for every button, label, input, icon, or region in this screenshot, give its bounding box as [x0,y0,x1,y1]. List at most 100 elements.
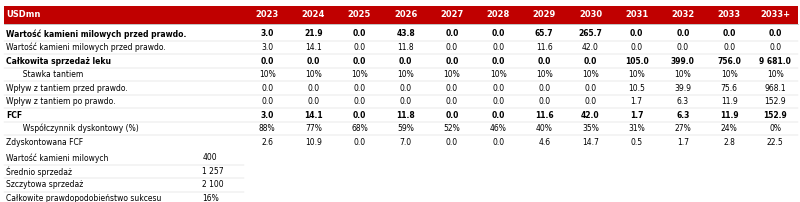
Text: 6.3: 6.3 [676,111,690,120]
Text: 3.0: 3.0 [261,111,274,120]
Text: 39.9: 39.9 [674,84,691,93]
Text: 0.0: 0.0 [353,111,366,120]
Text: 7.0: 7.0 [400,138,412,147]
Text: 10%: 10% [398,70,414,79]
Text: 10%: 10% [721,70,738,79]
Text: 10%: 10% [443,70,460,79]
Text: 0.0: 0.0 [723,43,735,52]
Text: 14.7: 14.7 [582,138,599,147]
Text: Wpływ z tantiem po prawdo.: Wpływ z tantiem po prawdo. [6,97,116,106]
Text: 4.6: 4.6 [538,138,550,147]
Text: 43.8: 43.8 [396,29,415,39]
Text: 0.0: 0.0 [677,43,689,52]
Text: 0.0: 0.0 [630,43,642,52]
Text: 2030: 2030 [579,11,602,19]
Text: 0.0: 0.0 [446,138,458,147]
Text: Stawka tantiem: Stawka tantiem [18,70,84,79]
Text: 31%: 31% [628,124,645,133]
Text: 77%: 77% [305,124,322,133]
Text: 105.0: 105.0 [625,57,649,66]
Text: Współczynnik dyskontowy (%): Współczynnik dyskontowy (%) [18,124,139,134]
Text: 0.0: 0.0 [538,84,550,93]
Text: 59%: 59% [398,124,414,133]
Text: 24%: 24% [721,124,738,133]
Text: 3.0: 3.0 [261,43,273,52]
Text: 0.0: 0.0 [307,97,319,106]
Text: 0.0: 0.0 [491,57,505,66]
Text: 10.9: 10.9 [305,138,322,147]
Text: 16%: 16% [202,194,219,202]
Text: 0.0: 0.0 [492,43,504,52]
Text: 52%: 52% [443,124,460,133]
Text: 0.0: 0.0 [584,57,597,66]
Text: Wpływ z tantiem przed prawdo.: Wpływ z tantiem przed prawdo. [6,84,128,93]
Text: 2025: 2025 [348,11,371,19]
Text: 40%: 40% [536,124,553,133]
Text: 10%: 10% [674,70,691,79]
Text: 968.1: 968.1 [765,84,786,93]
Text: 21.9: 21.9 [304,29,322,39]
Text: 400: 400 [202,153,217,162]
Text: 2026: 2026 [394,11,418,19]
Text: 10.5: 10.5 [628,84,645,93]
Text: 10%: 10% [305,70,322,79]
Text: 11.8: 11.8 [396,111,415,120]
Text: 0.0: 0.0 [353,57,366,66]
Text: 0.0: 0.0 [492,138,504,147]
Text: 65.7: 65.7 [535,29,554,39]
Text: 68%: 68% [351,124,368,133]
Text: Wartość kamieni milowych: Wartość kamieni milowych [6,153,109,163]
Text: Zdyskontowana FCF: Zdyskontowana FCF [6,138,83,147]
Text: Całkowite prawdopodobieństwo sukcesu: Całkowite prawdopodobieństwo sukcesu [6,194,162,202]
Text: 11.6: 11.6 [536,43,553,52]
Text: 0.0: 0.0 [491,29,505,39]
Text: 0%: 0% [770,124,782,133]
Text: 152.9: 152.9 [763,111,787,120]
Text: 0.0: 0.0 [538,97,550,106]
Bar [4,6,798,24]
Text: 27%: 27% [674,124,691,133]
Text: 2031: 2031 [625,11,648,19]
Text: 0.0: 0.0 [630,29,643,39]
Text: 0.0: 0.0 [585,97,597,106]
Text: 0.0: 0.0 [307,84,319,93]
Text: FCF: FCF [6,111,22,120]
Text: Średnio sprzedaż: Średnio sprzedaż [6,166,73,177]
Text: 756.0: 756.0 [717,57,741,66]
Text: 2.6: 2.6 [261,138,273,147]
Text: 2033: 2033 [718,11,741,19]
Text: Szczytowa sprzedaż: Szczytowa sprzedaż [6,180,84,189]
Text: Wartość kamieni milowych przed prawdo.: Wartość kamieni milowych przed prawdo. [6,43,166,52]
Text: 0.0: 0.0 [722,29,736,39]
Text: 0.0: 0.0 [446,111,458,120]
Text: 1.7: 1.7 [630,111,643,120]
Text: 75.6: 75.6 [721,84,738,93]
Text: 2 100: 2 100 [202,180,224,189]
Text: 0.0: 0.0 [769,29,782,39]
Text: 11.9: 11.9 [721,97,738,106]
Text: 0.0: 0.0 [354,97,366,106]
Text: 0.0: 0.0 [446,97,458,106]
Text: 0.0: 0.0 [399,57,412,66]
Text: 0.0: 0.0 [261,84,273,93]
Text: 0.0: 0.0 [446,43,458,52]
Text: 0.0: 0.0 [400,84,412,93]
Text: 42.0: 42.0 [581,111,600,120]
Text: 0.0: 0.0 [261,57,274,66]
Text: 10%: 10% [582,70,599,79]
Text: 10%: 10% [536,70,553,79]
Text: 11.6: 11.6 [535,111,554,120]
Text: 3.0: 3.0 [261,29,274,39]
Text: 399.0: 399.0 [671,57,695,66]
Text: 10%: 10% [351,70,368,79]
Text: 0.0: 0.0 [354,84,366,93]
Text: 10%: 10% [628,70,645,79]
Text: 0.5: 0.5 [630,138,642,147]
Text: 2023: 2023 [255,11,278,19]
Text: 2029: 2029 [533,11,556,19]
Text: 22.5: 22.5 [767,138,784,147]
Text: 2.8: 2.8 [723,138,735,147]
Text: 0.0: 0.0 [261,97,273,106]
Text: 0.0: 0.0 [446,84,458,93]
Text: 0.0: 0.0 [538,57,551,66]
